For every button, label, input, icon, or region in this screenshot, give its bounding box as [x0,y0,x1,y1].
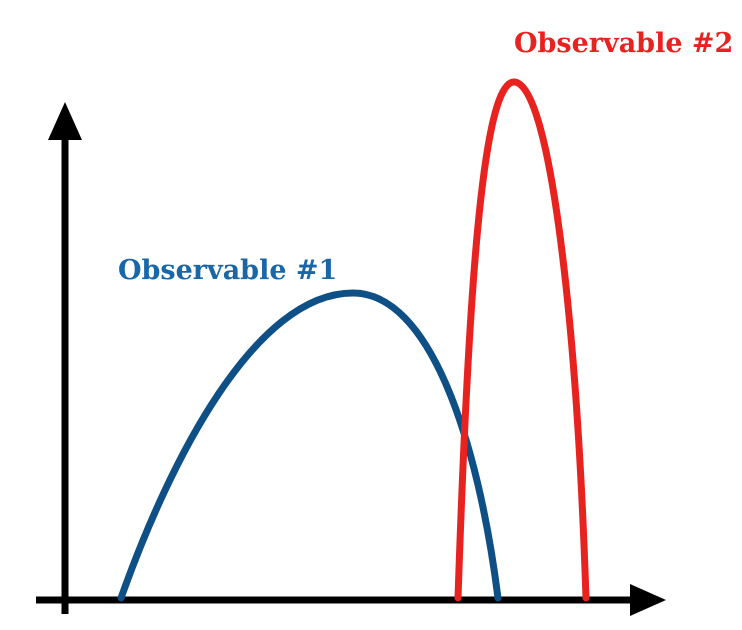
x-axis [36,584,666,616]
x-axis-arrowhead [630,584,666,616]
observable-1-curve [117,289,502,602]
y-axis [48,102,82,614]
observable-1-label: Observable #1 [118,255,337,286]
y-axis-arrowhead [48,102,82,140]
observable-2-curve [454,78,590,602]
observable-2-label: Observable #2 [514,28,733,59]
